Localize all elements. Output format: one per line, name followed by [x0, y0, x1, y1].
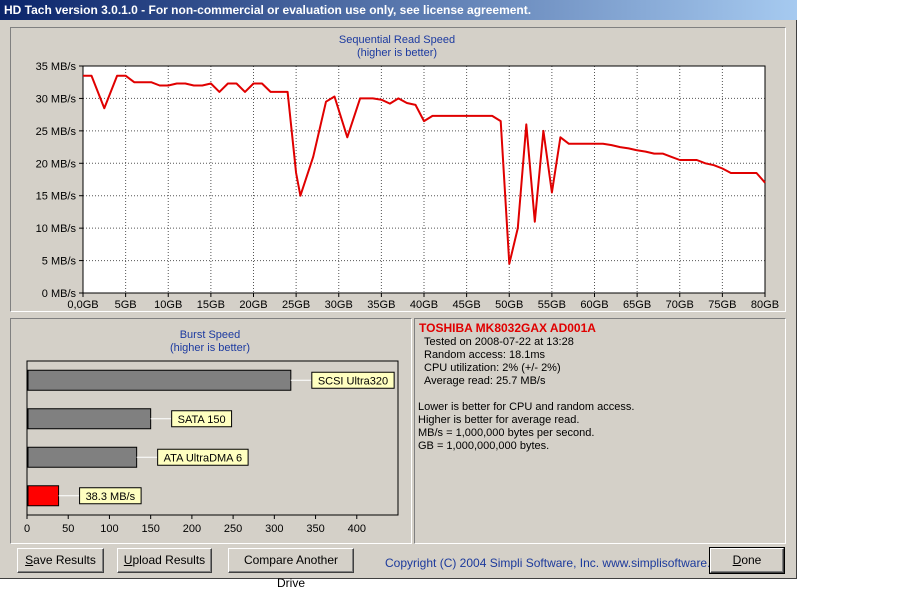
burst-speed-panel: Burst Speed (higher is better) SCSI Ultr… [10, 318, 412, 544]
average-read: Average read: 25.7 MB/s [424, 375, 546, 387]
upload-label: pload Results [132, 553, 206, 567]
burst-bar-label: SATA 150 [178, 414, 226, 426]
burst-speed-chart: Burst Speed (higher is better) SCSI Ultr… [24, 329, 399, 535]
x-tick-label: 5GB [115, 299, 137, 311]
burst-bar [27, 485, 60, 507]
y-tick-label: 20 MB/s [36, 158, 77, 170]
upload-results-button[interactable]: Upload Results [117, 548, 212, 573]
y-tick-label: 25 MB/s [36, 126, 77, 138]
x-tick-label: 70GB [666, 299, 694, 311]
x-tick-label: 35GB [367, 299, 395, 311]
drive-info-panel: TOSHIBA MK8032GAX AD001A Tested on 2008-… [414, 318, 786, 544]
burst-label-box [311, 371, 395, 389]
burst-bar-label: 38.3 MB/s [86, 491, 136, 503]
done-hotkey: D [732, 553, 742, 567]
burst-x-tick-label: 300 [265, 523, 283, 535]
done-button[interactable]: Done [709, 547, 785, 574]
sequential-read-chart: Sequential Read Speed (higher is better)… [36, 34, 779, 311]
burst-bar [27, 408, 152, 430]
plot-border [82, 65, 766, 294]
save-results-button[interactable]: Save Results [17, 548, 104, 573]
tested-on: Tested on 2008-07-22 at 13:28 [424, 336, 574, 348]
x-tick-label: 45GB [453, 299, 481, 311]
sequential-chart-title: Sequential Read Speed [339, 34, 455, 46]
sequential-read-line [83, 74, 766, 265]
cpu-utilization: CPU utilization: 2% (+/- 2%) [424, 362, 561, 374]
y-tick-label: 30 MB/s [36, 93, 77, 105]
y-tick-label: 35 MB/s [36, 61, 77, 73]
sequential-read-panel: Sequential Read Speed (higher is better)… [10, 27, 786, 312]
x-tick-label: 20GB [239, 299, 267, 311]
y-tick-label: 10 MB/s [36, 223, 77, 235]
note-mbs-definition: MB/s = 1,000,000 bytes per second. [418, 427, 595, 439]
y-tick-label: 5 MB/s [42, 256, 77, 268]
copyright-text: Copyright (C) 2004 Simpli Software, Inc.… [385, 556, 734, 570]
burst-x-tick-label: 150 [141, 523, 159, 535]
burst-x-tick-label: 50 [62, 523, 74, 535]
x-tick-label: 55GB [538, 299, 566, 311]
save-hotkey: S [25, 553, 34, 567]
x-tick-label: 75GB [708, 299, 736, 311]
x-tick-label: 60GB [580, 299, 608, 311]
burst-bar-label: ATA UltraDMA 6 [164, 452, 242, 464]
burst-label-box [79, 487, 142, 505]
y-tick-label: 0 MB/s [42, 288, 77, 300]
burst-bar [27, 369, 292, 391]
x-tick-label: 50GB [495, 299, 523, 311]
x-tick-label: 10GB [154, 299, 182, 311]
x-tick-label: 40GB [410, 299, 438, 311]
done-label: one [741, 553, 762, 567]
compare-label: Compare Another Drive [243, 553, 339, 590]
burst-chart-subtitle: (higher is better) [170, 342, 250, 354]
burst-x-tick-label: 100 [100, 523, 118, 535]
save-label: ave Results [33, 553, 96, 567]
x-tick-label: 65GB [623, 299, 651, 311]
burst-x-tick-label: 200 [183, 523, 201, 535]
burst-label-box [157, 448, 249, 466]
y-tick-label: 15 MB/s [36, 191, 77, 203]
hd-tach-window: HD Tach version 3.0.1.0 - For non-commer… [0, 0, 797, 590]
drive-name: TOSHIBA MK8032GAX AD001A [419, 321, 596, 335]
x-tick-label: 0,0GB [67, 299, 98, 311]
x-tick-label: 25GB [282, 299, 310, 311]
note-cpu-random: Lower is better for CPU and random acces… [418, 401, 635, 413]
burst-label-box [171, 410, 233, 428]
burst-x-tick-label: 400 [348, 523, 366, 535]
random-access: Random access: 18.1ms [424, 349, 546, 361]
burst-bar-label: SCSI Ultra320 [318, 375, 388, 387]
burst-x-tick-label: 350 [306, 523, 324, 535]
x-tick-label: 30GB [325, 299, 353, 311]
burst-x-tick-label: 0 [24, 523, 30, 535]
note-gb-definition: GB = 1,000,000,000 bytes. [418, 440, 550, 452]
burst-bar [27, 446, 138, 468]
note-average-read: Higher is better for average read. [418, 414, 580, 426]
sequential-chart-subtitle: (higher is better) [357, 47, 437, 59]
compare-another-drive-button[interactable]: Compare Another Drive [228, 548, 354, 590]
upload-hotkey: U [123, 553, 133, 567]
burst-x-tick-label: 250 [224, 523, 242, 535]
window-title: HD Tach version 3.0.1.0 - For non-commer… [0, 0, 797, 20]
x-tick-label: 15GB [197, 299, 225, 311]
burst-chart-title: Burst Speed [180, 329, 241, 341]
x-tick-label: 80GB [751, 299, 779, 311]
